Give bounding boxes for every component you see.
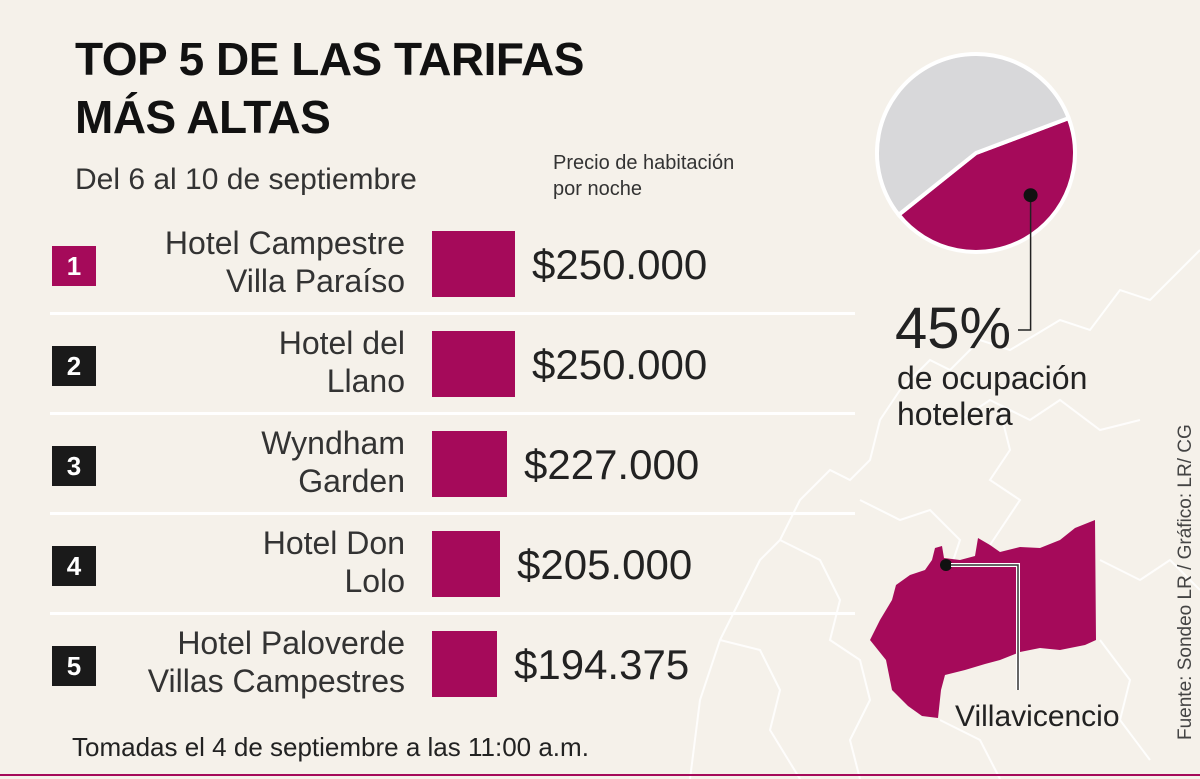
map-border-line	[1099, 639, 1151, 761]
hotel-name: Hotel del Llano	[75, 324, 405, 400]
row-divider	[50, 412, 855, 415]
row-divider	[50, 312, 855, 315]
hotel-name-line: Garden	[298, 463, 405, 499]
ranking-row: 5 Hotel Paloverde Villas Campestres $194.37…	[50, 615, 855, 715]
title-line-1: TOP 5 DE LAS TARIFAS	[75, 33, 584, 85]
hotel-name: Hotel Don Lolo	[75, 524, 405, 600]
hotel-name-line: Wyndham	[261, 425, 405, 461]
price-bar	[432, 631, 497, 697]
hotel-name-line: Villas Campestres	[147, 663, 405, 699]
occupancy-label-line-2: hotelera	[897, 396, 1013, 432]
hotel-name: Hotel Paloverde Villas Campestres	[75, 624, 405, 700]
price-value-label: $205.000	[517, 541, 693, 588]
villavicencio-marker	[940, 559, 952, 571]
row-divider	[50, 512, 855, 515]
rank-badge: 2	[52, 346, 96, 386]
map-border-line	[689, 389, 901, 779]
price-value-label: $250.000	[532, 241, 708, 288]
map-border-line	[959, 398, 1141, 432]
villavicencio-region	[870, 520, 1096, 718]
ranking-row: 1 Hotel Campestre Villa Paraíso $250.000	[50, 215, 855, 315]
ranking-row: 4 Hotel Don Lolo $205.000	[50, 515, 855, 615]
map-border-line	[939, 719, 1001, 779]
hotel-name: Hotel Campestre Villa Paraíso	[75, 224, 405, 300]
unit-label-line-2: por noche	[553, 178, 642, 200]
price-bar	[432, 531, 500, 597]
ranking-row: 2 Hotel del Llano $250.000	[50, 315, 855, 415]
map-border-line	[719, 639, 801, 779]
footnote: Tomadas el 4 de septiembre a las 11:00 a…	[72, 732, 589, 762]
unit-label-line-1: Precio de habitación	[553, 152, 735, 174]
rank-badge: 5	[52, 646, 96, 686]
villavicencio-leader	[951, 564, 1019, 690]
price-bar	[432, 231, 515, 297]
map-border-line	[899, 249, 1200, 391]
hotel-name-line: Villa Paraíso	[225, 263, 405, 299]
price-value-label: $194.375	[514, 641, 690, 688]
price-bar	[432, 431, 507, 497]
map-border-line	[859, 499, 962, 571]
hotel-name-line: Hotel Campestre	[164, 225, 405, 261]
rank-badge: 1	[52, 246, 96, 286]
map-border-line	[1099, 558, 1200, 591]
occupancy-label-line-1: de ocupación	[897, 360, 1088, 396]
hotel-name-line: Hotel del	[278, 325, 405, 361]
price-value-label: $227.000	[524, 441, 700, 488]
occupancy-label: de ocupación hotelera	[897, 360, 1137, 432]
occupancy-percent: 45%	[895, 296, 1012, 361]
source-credit: Fuente: Sondeo LR / Gráfico: LR/ CG	[1175, 424, 1196, 740]
hotel-name-line: Lolo	[344, 563, 406, 599]
row-divider	[50, 612, 855, 615]
rank-badge: 4	[52, 546, 96, 586]
map-border-line	[779, 539, 872, 779]
hotel-name-line: Llano	[326, 363, 405, 399]
price-bar	[432, 331, 515, 397]
chart-title: TOP 5 DE LAS TARIFAS MÁS ALTAS	[75, 30, 584, 146]
price-unit-label: Precio de habitación por noche	[553, 150, 813, 202]
rank-badge: 3	[52, 446, 96, 486]
hotel-name-line: Hotel Don	[262, 525, 405, 561]
map-border-line	[979, 409, 1022, 561]
hotel-name: Wyndham Garden	[75, 424, 405, 500]
price-value-label: $250.000	[532, 341, 708, 388]
bottom-rule	[0, 774, 1200, 776]
city-label: Villavicencio	[955, 700, 1120, 733]
ranking-row: 3 Wyndham Garden $227.000	[50, 415, 855, 515]
title-line-2: MÁS ALTAS	[75, 91, 331, 143]
hotel-name-line: Hotel Paloverde	[177, 625, 405, 661]
date-range-subtitle: Del 6 al 10 de septiembre	[75, 163, 417, 196]
